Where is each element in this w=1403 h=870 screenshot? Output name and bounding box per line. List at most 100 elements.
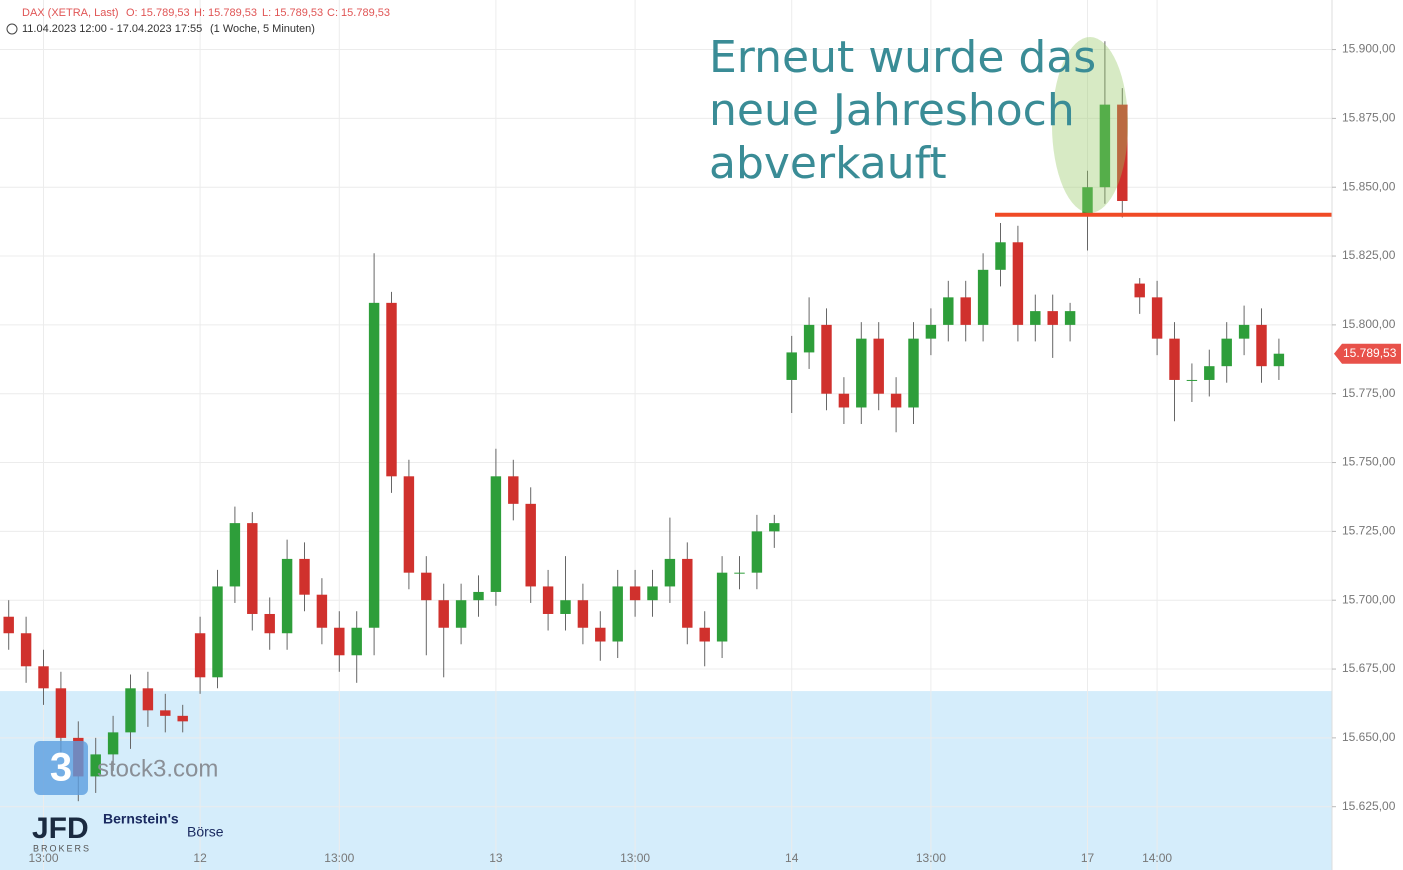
x-tick-label: 13:00 (916, 851, 946, 865)
candle-body (1151, 297, 1163, 339)
y-tick-label: 15.675,00 (1342, 661, 1396, 675)
candle-body (890, 393, 902, 408)
candle-body (107, 732, 119, 755)
broker-logo: JFD (32, 812, 89, 845)
candle-body (908, 338, 919, 408)
y-tick-label: 15.825,00 (1342, 248, 1396, 262)
candle-body (1030, 311, 1041, 325)
candle-body (264, 613, 275, 634)
y-tick-label: 15.800,00 (1342, 317, 1396, 331)
candle-body (351, 627, 362, 656)
y-tick-label: 15.875,00 (1342, 111, 1396, 125)
y-tick-label: 15.900,00 (1342, 42, 1396, 56)
candle-body (1238, 324, 1250, 339)
candle-body (664, 558, 676, 587)
site-icon: 3 (50, 746, 72, 790)
y-tick-label: 15.700,00 (1342, 592, 1396, 606)
candle-body (1186, 379, 1198, 381)
y-tick-label: 15.850,00 (1342, 179, 1396, 193)
ohlc-close: C: 15.789,53 (327, 7, 390, 19)
candle-body (995, 242, 1006, 270)
candle-body (490, 476, 502, 592)
ohlc-low: L: 15.789,53 (262, 7, 323, 19)
candle-body (473, 591, 484, 601)
candle-body (786, 352, 797, 380)
x-tick-label: 13:00 (324, 851, 354, 865)
clock-icon (6, 23, 18, 35)
y-tick-label: 15.750,00 (1342, 455, 1396, 469)
candle-body (247, 523, 258, 614)
candle-body (577, 600, 589, 628)
candle-body (177, 715, 188, 722)
x-tick-label: 14 (785, 851, 799, 865)
candle-body (751, 531, 763, 573)
x-tick-label: 13:00 (28, 851, 58, 865)
y-tick-label: 15.625,00 (1342, 799, 1396, 813)
candle-body (838, 393, 850, 408)
candle-body (1273, 353, 1285, 367)
candle-body (1064, 311, 1076, 325)
candle-body (595, 627, 606, 642)
candle-body (629, 586, 641, 601)
candle-body (560, 600, 571, 614)
candle-body (229, 523, 241, 587)
support-zone (0, 691, 1332, 870)
candle-body (1134, 283, 1145, 298)
annotation-line: Erneut wurde das (709, 32, 1096, 83)
x-tick-label: 13:00 (620, 851, 650, 865)
candle-body (873, 338, 884, 394)
candle-body (386, 302, 397, 477)
candle-body (20, 633, 32, 667)
candle-body (368, 302, 380, 628)
candle-body (403, 476, 415, 573)
candle-body (925, 324, 937, 339)
partner-logo: Bernstein's (103, 811, 179, 827)
highlight-ellipse (1052, 37, 1128, 213)
x-tick-label: 17 (1081, 851, 1095, 865)
y-tick-label: 15.775,00 (1342, 386, 1396, 400)
candle-body (960, 297, 971, 325)
broker-sub: BROKERS (33, 843, 91, 853)
annotation: Erneut wurde das neue Jahreshoch abverka… (709, 32, 1096, 189)
header: DAX (XETRA, Last) O: 15.789,53 H: 15.789… (6, 7, 390, 35)
candle-body (1117, 104, 1128, 201)
watermark: 3 stock3.com JFD BROKERS Bernstein's Bör… (32, 741, 224, 853)
candle-body (716, 572, 728, 642)
symbol: DAX (XETRA, Last) (22, 7, 119, 19)
candle-body (542, 586, 554, 614)
candle-body (142, 688, 154, 711)
candle-body (803, 324, 815, 353)
site-icon-box (34, 741, 88, 795)
candle-body (316, 594, 328, 628)
last-price-tag (1334, 343, 1401, 364)
candle-body (1099, 104, 1111, 188)
candle-body (194, 633, 206, 678)
candle-body (455, 600, 467, 628)
candle-body (525, 503, 536, 587)
site-name: stock3.com (97, 755, 218, 782)
candle-body (682, 558, 693, 628)
candle-body (612, 586, 623, 642)
candle-body (38, 666, 49, 689)
x-tick-label: 12 (193, 851, 207, 865)
x-tick-label: 13 (489, 851, 503, 865)
candle-body (90, 754, 101, 777)
candle-body (977, 269, 989, 325)
candle-body (421, 572, 432, 601)
candle-body (1047, 311, 1058, 325)
candle-body (699, 627, 710, 642)
candle-body (943, 297, 954, 325)
candle-body (55, 688, 67, 738)
last-price-label: 15.789,53 (1343, 346, 1397, 360)
candle-body (821, 324, 832, 394)
candle-body (1204, 366, 1215, 380)
x-tick-label: 14:00 (1142, 851, 1172, 865)
candle-body (160, 710, 171, 716)
y-tick-label: 15.725,00 (1342, 524, 1396, 538)
candle-body (856, 338, 867, 408)
candle-body (1221, 338, 1232, 367)
candle-body (734, 572, 745, 574)
ohlc-high: H: 15.789,53 (194, 7, 257, 19)
range: 11.04.2023 12:00 - 17.04.2023 17:55 (22, 23, 202, 35)
